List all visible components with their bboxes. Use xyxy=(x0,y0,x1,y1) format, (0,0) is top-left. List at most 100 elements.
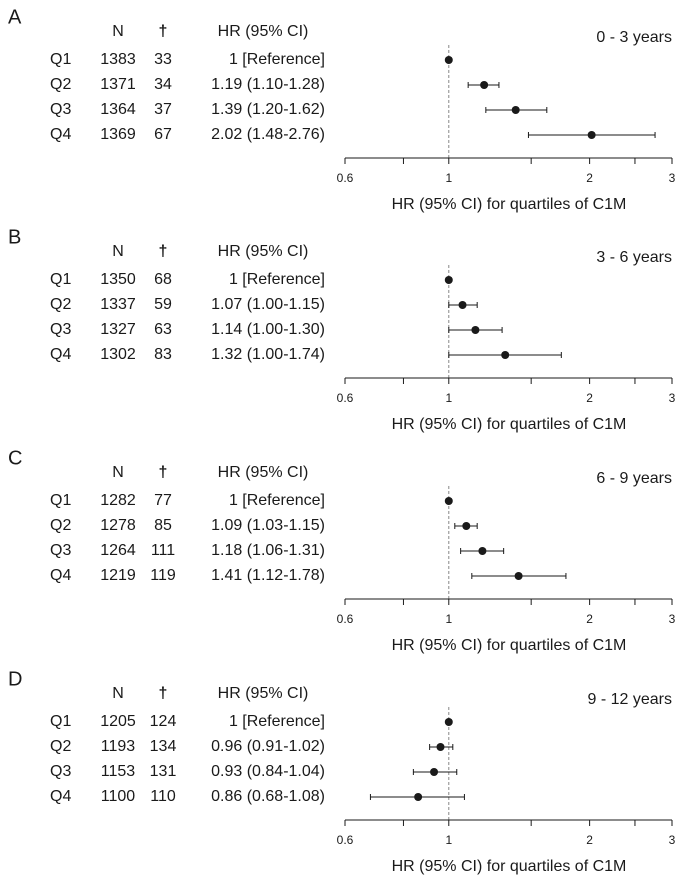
panel-letter: B xyxy=(8,226,21,248)
deaths-value: 63 xyxy=(154,321,172,338)
row-label: Q2 xyxy=(50,296,71,313)
n-value: 1302 xyxy=(100,346,136,363)
x-tick-label: 0.6 xyxy=(337,391,354,405)
x-tick-label: 3 xyxy=(669,171,676,185)
row-label: Q2 xyxy=(50,76,71,93)
n-value: 1327 xyxy=(100,321,136,338)
x-tick-label: 0.6 xyxy=(337,612,354,626)
n-value: 1205 xyxy=(100,713,136,730)
hr-label: 1 [Reference] xyxy=(229,492,325,509)
column-header: † xyxy=(159,23,168,40)
column-header: N xyxy=(112,23,124,40)
n-value: 1350 xyxy=(100,271,136,288)
x-tick-label: 2 xyxy=(586,612,593,626)
row-label: Q1 xyxy=(50,271,71,288)
deaths-value: 85 xyxy=(154,517,172,534)
row-label: Q3 xyxy=(50,763,71,780)
deaths-value: 33 xyxy=(154,51,172,68)
deaths-value: 68 xyxy=(154,271,172,288)
column-header: N xyxy=(112,464,124,481)
deaths-value: 77 xyxy=(154,492,172,509)
n-value: 1364 xyxy=(100,101,136,118)
deaths-value: 131 xyxy=(150,763,177,780)
deaths-value: 134 xyxy=(150,738,177,755)
row-label: Q1 xyxy=(50,713,71,730)
n-value: 1383 xyxy=(100,51,136,68)
row-label: Q2 xyxy=(50,738,71,755)
row-label: Q4 xyxy=(50,346,71,363)
n-value: 1219 xyxy=(100,567,136,584)
hr-point xyxy=(444,718,453,726)
hr-point xyxy=(414,793,423,801)
hr-label: 1.07 (1.00-1.15) xyxy=(211,296,325,313)
hr-point xyxy=(444,497,453,505)
hr-label: 2.02 (1.48-2.76) xyxy=(211,126,325,143)
x-tick-label: 2 xyxy=(586,391,593,405)
n-value: 1337 xyxy=(100,296,136,313)
hr-point xyxy=(458,301,467,309)
hr-point xyxy=(478,547,487,555)
deaths-value: 59 xyxy=(154,296,172,313)
hr-label: 1.09 (1.03-1.15) xyxy=(211,517,325,534)
column-header: N xyxy=(112,243,124,260)
n-value: 1278 xyxy=(100,517,136,534)
hr-label: 1.39 (1.20-1.62) xyxy=(211,101,325,118)
panel-title: 0 - 3 years xyxy=(596,29,672,46)
row-label: Q1 xyxy=(50,492,71,509)
hr-point xyxy=(501,351,510,359)
deaths-value: 34 xyxy=(154,76,172,93)
row-label: Q4 xyxy=(50,126,71,143)
x-axis-label: HR (95% CI) for quartiles of C1M xyxy=(392,196,627,213)
row-label: Q2 xyxy=(50,517,71,534)
x-tick-label: 0.6 xyxy=(337,171,354,185)
n-value: 1264 xyxy=(100,542,136,559)
row-label: Q4 xyxy=(50,567,71,584)
x-tick-label: 1 xyxy=(445,171,452,185)
hr-point xyxy=(462,522,471,530)
deaths-value: 67 xyxy=(154,126,172,143)
n-value: 1371 xyxy=(100,76,136,93)
panel-title: 9 - 12 years xyxy=(588,691,672,708)
x-axis-label: HR (95% CI) for quartiles of C1M xyxy=(392,637,627,654)
hr-label: 1.32 (1.00-1.74) xyxy=(211,346,325,363)
hr-point xyxy=(444,276,453,284)
hr-point xyxy=(514,572,523,580)
x-axis-label: HR (95% CI) for quartiles of C1M xyxy=(392,858,627,875)
hr-point xyxy=(430,768,439,776)
hr-label: 1 [Reference] xyxy=(229,713,325,730)
hr-point xyxy=(587,131,596,139)
hr-point xyxy=(436,743,445,751)
n-value: 1100 xyxy=(101,788,136,805)
column-header: HR (95% CI) xyxy=(218,23,309,40)
panel-letter: D xyxy=(8,668,22,690)
deaths-value: 124 xyxy=(150,713,177,730)
n-value: 1153 xyxy=(101,763,136,780)
x-tick-label: 3 xyxy=(669,833,676,847)
x-axis-label: HR (95% CI) for quartiles of C1M xyxy=(392,416,627,433)
hr-label: 0.86 (0.68-1.08) xyxy=(211,788,325,805)
x-tick-label: 1 xyxy=(445,833,452,847)
hr-label: 0.93 (0.84-1.04) xyxy=(211,763,325,780)
row-label: Q1 xyxy=(50,51,71,68)
column-header: HR (95% CI) xyxy=(218,685,309,702)
hr-label: 1.18 (1.06-1.31) xyxy=(211,542,325,559)
panel-title: 6 - 9 years xyxy=(596,470,672,487)
n-value: 1369 xyxy=(100,126,136,143)
x-tick-label: 2 xyxy=(586,171,593,185)
row-label: Q3 xyxy=(50,542,71,559)
deaths-value: 111 xyxy=(151,542,175,559)
row-label: Q3 xyxy=(50,321,71,338)
deaths-value: 119 xyxy=(150,567,176,584)
hr-label: 1.19 (1.10-1.28) xyxy=(211,76,325,93)
hr-label: 1 [Reference] xyxy=(229,271,325,288)
column-header: † xyxy=(159,685,168,702)
x-tick-label: 3 xyxy=(669,612,676,626)
deaths-value: 110 xyxy=(150,788,176,805)
hr-point xyxy=(471,326,480,334)
deaths-value: 83 xyxy=(154,346,172,363)
n-value: 1193 xyxy=(101,738,136,755)
hr-label: 1 [Reference] xyxy=(229,51,325,68)
column-header: † xyxy=(159,243,168,260)
hr-point xyxy=(511,106,520,114)
